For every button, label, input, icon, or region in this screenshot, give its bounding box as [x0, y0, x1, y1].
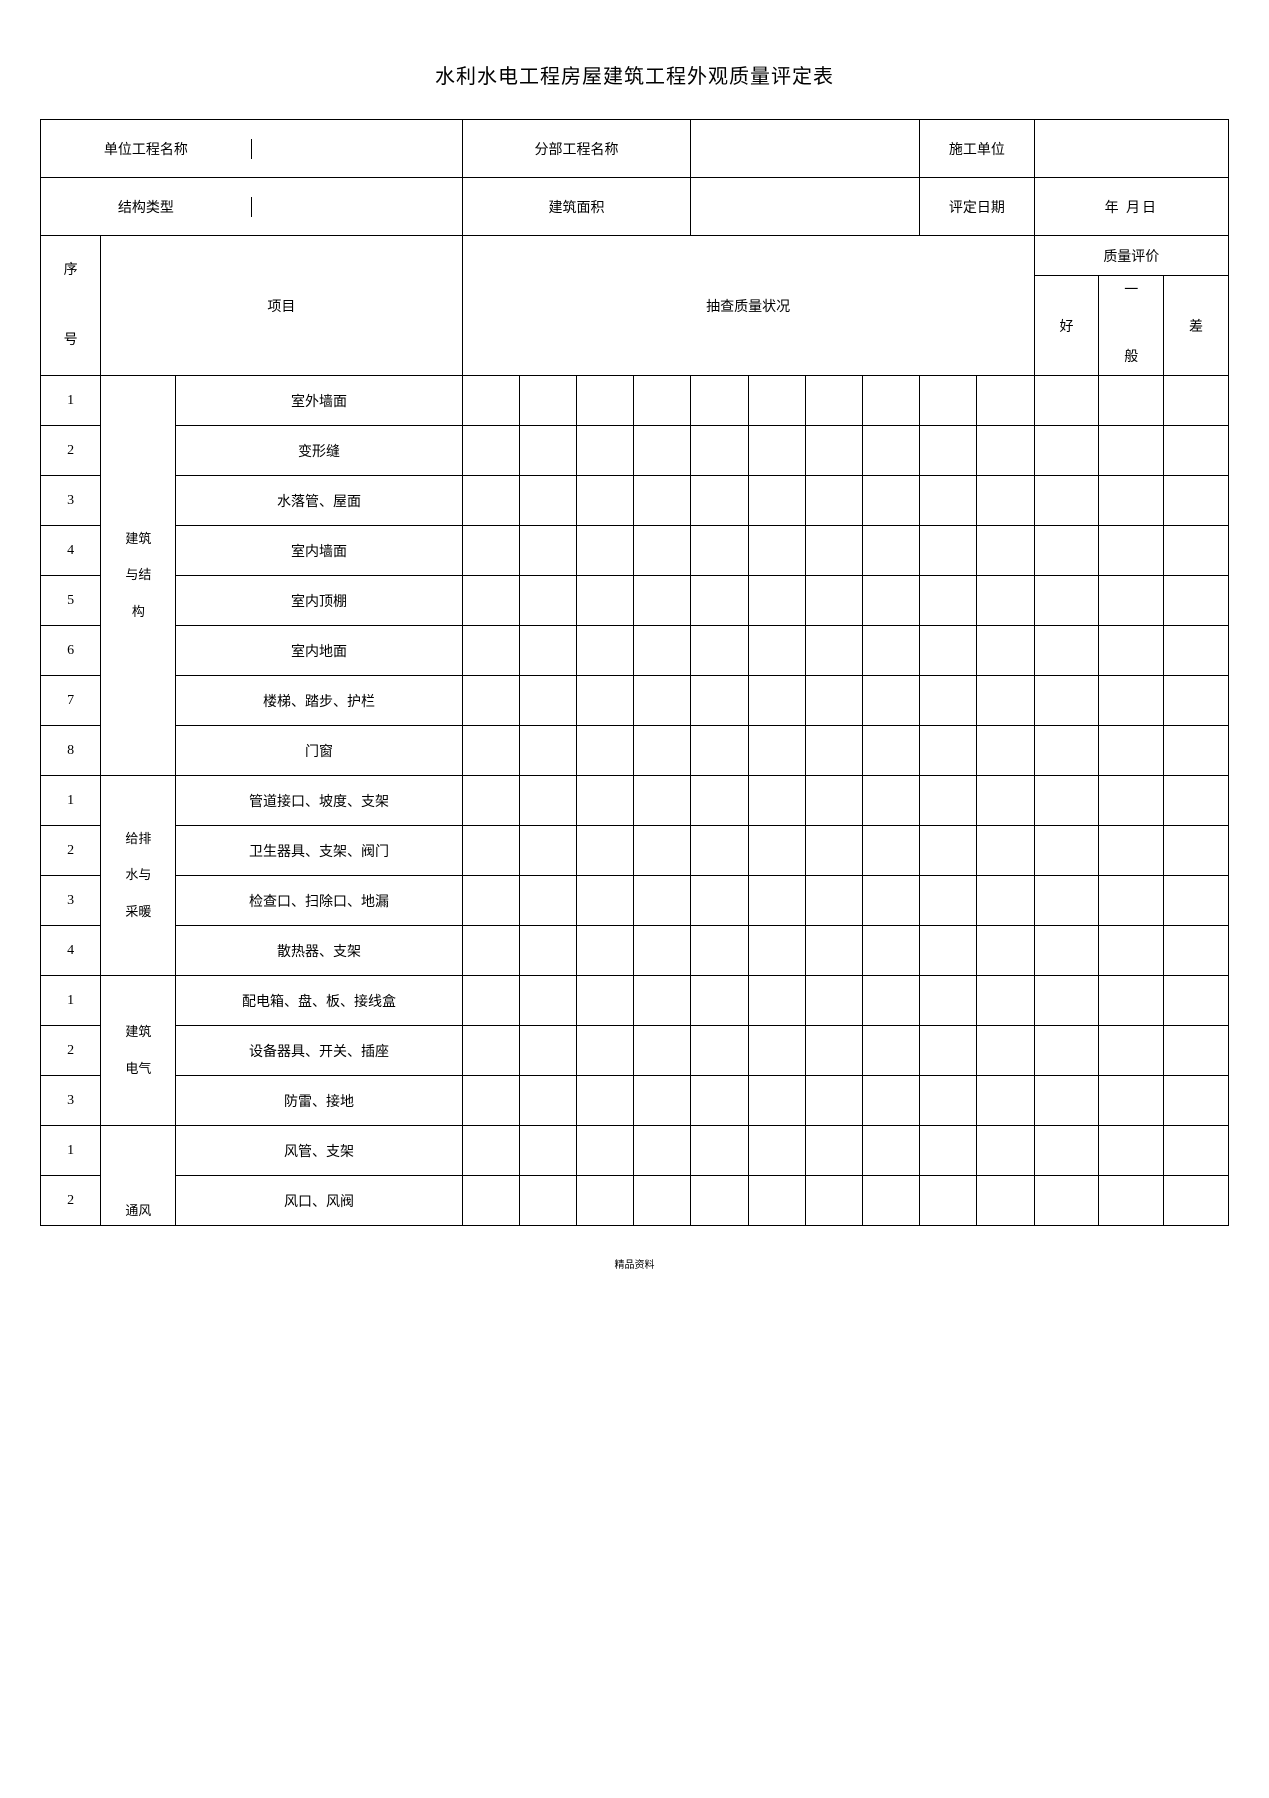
seq-cell: 1: [41, 1126, 101, 1176]
table-row: 3 检查口、扫除口、地漏: [41, 876, 1229, 926]
item-cell: 风口、风阀: [176, 1176, 462, 1226]
item-cell: 楼梯、踏步、护栏: [176, 676, 462, 726]
sub-project-label: 分部工程名称: [462, 120, 691, 178]
table-row: 4 室内墙面: [41, 526, 1229, 576]
category-cell: 建筑与结构: [101, 376, 176, 776]
seq-cell: 6: [41, 626, 101, 676]
item-cell: 卫生器具、支架、阀门: [176, 826, 462, 876]
item-cell: 室内地面: [176, 626, 462, 676]
project-header: 项目: [101, 236, 462, 376]
sub-project-value: [691, 120, 920, 178]
table-row: 6 室内地面: [41, 626, 1229, 676]
building-area-label: 建筑面积: [462, 178, 691, 236]
seq-cell: 1: [41, 376, 101, 426]
item-cell: 室外墙面: [176, 376, 462, 426]
item-cell: 门窗: [176, 726, 462, 776]
seq-cell: 2: [41, 826, 101, 876]
quality-eval-header: 质量评价: [1034, 236, 1228, 276]
bad-header: 差: [1164, 276, 1229, 376]
table-row: 8 门窗: [41, 726, 1229, 776]
seq-cell: 3: [41, 476, 101, 526]
category-cell: 通风: [101, 1126, 176, 1226]
eval-date-label: 评定日期: [920, 178, 1034, 236]
page-footer: 精品资料: [40, 1256, 1229, 1271]
normal-header: 一般: [1099, 276, 1164, 376]
seq-cell: 1: [41, 976, 101, 1026]
unit-project-label: 单位工程名称: [41, 120, 463, 178]
seq-cell: 2: [41, 1026, 101, 1076]
header-row-2: 结构类型 建筑面积 评定日期 年 月日: [41, 178, 1229, 236]
table-row: 3 水落管、屋面: [41, 476, 1229, 526]
item-cell: 检查口、扫除口、地漏: [176, 876, 462, 926]
seq-header: 序号: [41, 236, 101, 376]
page-title: 水利水电工程房屋建筑工程外观质量评定表: [40, 60, 1229, 89]
item-cell: 风管、支架: [176, 1126, 462, 1176]
seq-cell: 4: [41, 926, 101, 976]
item-cell: 室内顶棚: [176, 576, 462, 626]
eval-date-value: 年 月日: [1034, 178, 1228, 236]
item-cell: 配电箱、盘、板、接线盒: [176, 976, 462, 1026]
seq-cell: 5: [41, 576, 101, 626]
item-cell: 水落管、屋面: [176, 476, 462, 526]
evaluation-table: 单位工程名称 分部工程名称 施工单位 结构类型 建筑面积 评定日期 年 月日 序…: [40, 119, 1229, 1226]
header-row-1: 单位工程名称 分部工程名称 施工单位: [41, 120, 1229, 178]
seq-cell: 7: [41, 676, 101, 726]
table-row: 2 设备器具、开关、插座: [41, 1026, 1229, 1076]
table-row: 4 散热器、支架: [41, 926, 1229, 976]
construction-unit-value: [1034, 120, 1228, 178]
unit-project-value: [251, 139, 461, 159]
table-row: 5 室内顶棚: [41, 576, 1229, 626]
table-row: 2 变形缝: [41, 426, 1229, 476]
table-row: 2 卫生器具、支架、阀门: [41, 826, 1229, 876]
item-cell: 防雷、接地: [176, 1076, 462, 1126]
structure-type-value: [251, 197, 461, 217]
category-cell: 给排水与采暖: [101, 776, 176, 976]
seq-cell: 2: [41, 426, 101, 476]
seq-cell: 2: [41, 1176, 101, 1226]
item-cell: 设备器具、开关、插座: [176, 1026, 462, 1076]
seq-cell: 8: [41, 726, 101, 776]
table-row: 1 通风 风管、支架: [41, 1126, 1229, 1176]
table-row: 1 给排水与采暖 管道接口、坡度、支架: [41, 776, 1229, 826]
building-area-value: [691, 178, 920, 236]
structure-type-cell: 结构类型: [41, 178, 463, 236]
seq-cell: 3: [41, 1076, 101, 1126]
item-cell: 散热器、支架: [176, 926, 462, 976]
table-row: 1 建筑电气 配电箱、盘、板、接线盒: [41, 976, 1229, 1026]
category-cell: 建筑电气: [101, 976, 176, 1126]
item-cell: 变形缝: [176, 426, 462, 476]
item-cell: 室内墙面: [176, 526, 462, 576]
seq-cell: 4: [41, 526, 101, 576]
seq-cell: 1: [41, 776, 101, 826]
table-row: 3 防雷、接地: [41, 1076, 1229, 1126]
table-row: 1 建筑与结构 室外墙面: [41, 376, 1229, 426]
column-header-row-1: 序号 项目 抽查质量状况 质量评价: [41, 236, 1229, 276]
construction-unit-label: 施工单位: [920, 120, 1034, 178]
table-row: 2 风口、风阀: [41, 1176, 1229, 1226]
inspection-header: 抽查质量状况: [462, 236, 1034, 376]
item-cell: 管道接口、坡度、支架: [176, 776, 462, 826]
table-row: 7 楼梯、踏步、护栏: [41, 676, 1229, 726]
good-header: 好: [1034, 276, 1099, 376]
seq-cell: 3: [41, 876, 101, 926]
